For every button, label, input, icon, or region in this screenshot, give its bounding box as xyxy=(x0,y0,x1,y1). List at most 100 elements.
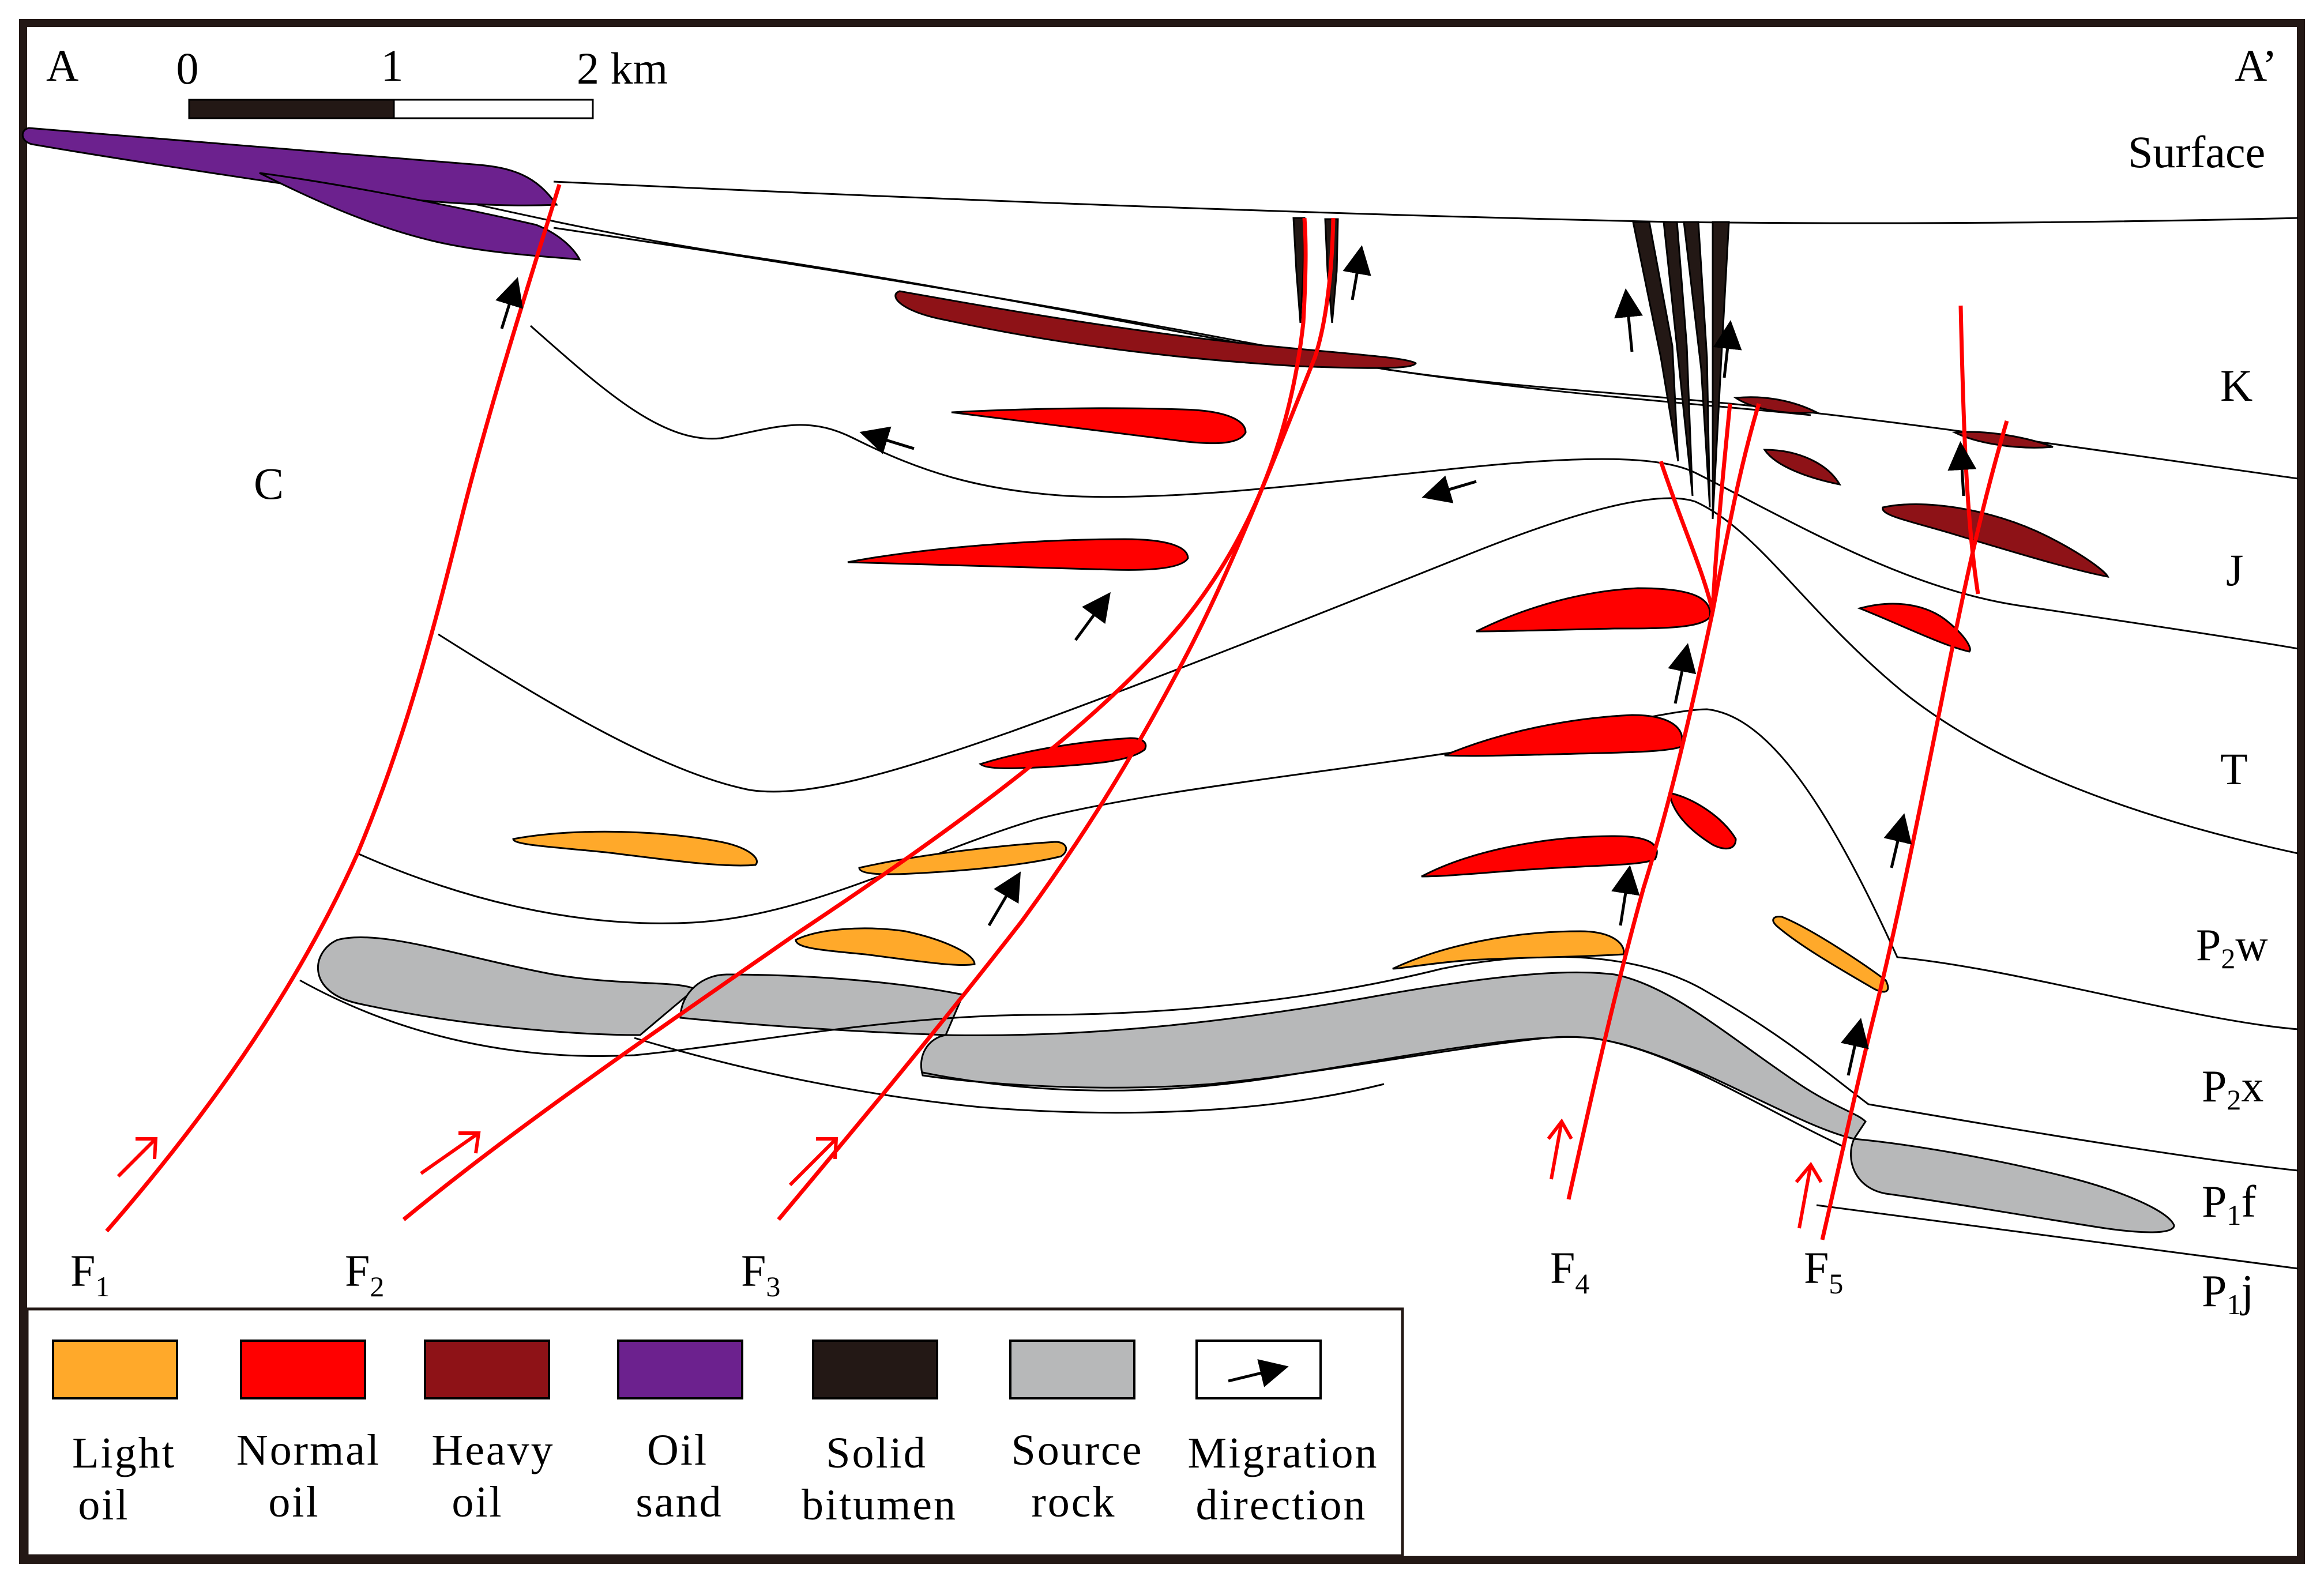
legend-label-oil-sand-2: sand xyxy=(635,1478,723,1526)
migration-arrow xyxy=(1611,865,1640,926)
legend-label-solid-bitumen-2: bitumen xyxy=(802,1481,957,1529)
legend-label-light-oil-1: Light xyxy=(72,1429,176,1477)
light-oil-bodies xyxy=(512,830,1889,993)
fault-f1-arrows xyxy=(116,1137,158,1178)
scale-tick-2: 2 km xyxy=(577,43,668,93)
fault-f1 xyxy=(105,183,562,1233)
legend-label-oil-sand-1: Oil xyxy=(647,1426,708,1474)
legend-item-normal-oil: Normal oil xyxy=(236,1340,381,1526)
horizon-deep xyxy=(634,1037,1385,1114)
source-rock-body-2 xyxy=(679,973,965,1036)
fault-f4 xyxy=(1566,402,1761,1200)
migration-arrow xyxy=(1342,245,1371,300)
strat-label-t: T xyxy=(2220,744,2248,794)
fault-label-f1: F1 xyxy=(70,1246,110,1303)
migration-arrow xyxy=(1947,441,1977,496)
fault-label-f3: F3 xyxy=(741,1246,780,1303)
normal-oil-body-2 xyxy=(847,538,1189,571)
source-rock-body-1 xyxy=(317,936,697,1036)
fault-f4-splay-a xyxy=(1659,460,1715,612)
fault-f5-arrows xyxy=(1795,1161,1823,1229)
bitumen-body-5 xyxy=(1683,221,1711,508)
strat-label-p2w: P2w xyxy=(2196,920,2268,975)
legend-swatch-light-oil xyxy=(52,1340,178,1399)
horizon-t-top xyxy=(438,497,2299,855)
fault-label-f5: F5 xyxy=(1804,1243,1843,1300)
legend-swatch-solid-bitumen xyxy=(812,1340,938,1399)
migration-arrows xyxy=(495,245,1977,1076)
surface-line xyxy=(553,180,2299,224)
fault-f2 xyxy=(402,217,1308,1221)
bitumen-body-6 xyxy=(1712,221,1730,520)
strat-label-p1j: P1j xyxy=(2202,1266,2254,1320)
migration-arrow xyxy=(1668,643,1697,704)
fault-f4-arrows xyxy=(1547,1118,1573,1180)
scale-tick-0: 0 xyxy=(176,43,199,93)
normal-oil-body-6 xyxy=(1668,792,1737,850)
fault-label-f2: F2 xyxy=(345,1246,384,1303)
legend-swatch-oil-sand xyxy=(617,1340,743,1399)
strat-label-p1f: P1f xyxy=(2202,1176,2256,1231)
legend-item-migration-direction: Migration direction xyxy=(1188,1340,1379,1529)
figure-frame xyxy=(19,19,2305,1564)
legend-label-solid-bitumen-1: Solid xyxy=(826,1429,927,1477)
section-end-label: A’ xyxy=(2235,40,2277,91)
normal-oil-body-3 xyxy=(979,737,1147,769)
legend-label-heavy-oil-1: Heavy xyxy=(431,1426,554,1474)
migration-arrow xyxy=(1422,475,1477,503)
legend-item-heavy-oil: Heavy oil xyxy=(424,1340,554,1526)
legend-item-solid-bitumen: Solid bitumen xyxy=(802,1340,957,1529)
fault-lines xyxy=(105,183,2009,1240)
scale-bar: 0 1 2 km xyxy=(176,40,668,119)
strat-label-surface: Surface xyxy=(2128,127,2265,177)
legend-label-migration-direction-2: direction xyxy=(1195,1481,1367,1529)
fault-movement-arrows xyxy=(116,1118,1823,1229)
fault-f2-arrows xyxy=(420,1131,481,1175)
horizon-lines xyxy=(221,149,2299,1270)
bitumen-body-4 xyxy=(1663,221,1694,496)
migration-arrow xyxy=(1883,813,1912,868)
normal-oil-body-8 xyxy=(1857,603,1971,653)
legend-item-light-oil: Light oil xyxy=(52,1340,178,1529)
legend-swatch-migration-direction xyxy=(1195,1340,1322,1399)
legend-swatch-source-rock xyxy=(1009,1340,1135,1399)
legend-swatch-heavy-oil xyxy=(424,1340,550,1399)
horizon-p2x-top xyxy=(299,955,2299,1172)
legend-migration-arrow-icon xyxy=(1228,1359,1289,1387)
legend-label-source-rock-1: Source xyxy=(1011,1426,1143,1474)
light-oil-body-3 xyxy=(795,927,976,966)
oil-sand-body-2 xyxy=(259,172,581,261)
fault-label-f4: F4 xyxy=(1550,1243,1589,1300)
light-oil-body-2 xyxy=(858,841,1067,875)
legend-label-migration-direction-1: Migration xyxy=(1188,1429,1379,1477)
section-start-label: A xyxy=(46,40,78,91)
heavy-oil-body-4 xyxy=(1951,431,2054,449)
light-oil-body-5 xyxy=(1772,916,1889,993)
legend-label-light-oil-2: oil xyxy=(78,1481,129,1529)
fault-f3 xyxy=(777,217,1336,1221)
legend-label-normal-oil-2: oil xyxy=(268,1478,319,1526)
fault-f3-arrows xyxy=(788,1137,838,1187)
strat-label-j: J xyxy=(2226,545,2243,595)
migration-arrow xyxy=(1840,1018,1869,1076)
oil-sand-bodies xyxy=(21,127,581,261)
bitumen-body-3 xyxy=(1632,221,1679,462)
heavy-oil-body-3 xyxy=(1763,449,1841,486)
legend-label-heavy-oil-2: oil xyxy=(452,1478,503,1526)
source-rock-bodies xyxy=(317,936,2175,1233)
heavy-oil-body-1 xyxy=(894,290,1417,369)
light-oil-body-4 xyxy=(1392,930,1625,970)
legend-label-source-rock-2: rock xyxy=(1031,1478,1116,1526)
horizon-p1j-top xyxy=(1816,1204,2299,1270)
horizon-j-top xyxy=(530,325,2299,650)
migration-arrow xyxy=(859,426,915,454)
strat-label-k: K xyxy=(2220,360,2252,411)
legend-label-normal-oil-1: Normal xyxy=(236,1426,381,1474)
fault-f5 xyxy=(1820,420,2009,1240)
source-rock-body-3 xyxy=(920,971,1867,1140)
bitumen-body-1 xyxy=(1292,217,1306,323)
migration-arrow xyxy=(495,277,523,329)
light-oil-body-1 xyxy=(512,830,758,867)
migration-arrow xyxy=(1614,288,1643,352)
strat-label-c: C xyxy=(254,458,284,509)
